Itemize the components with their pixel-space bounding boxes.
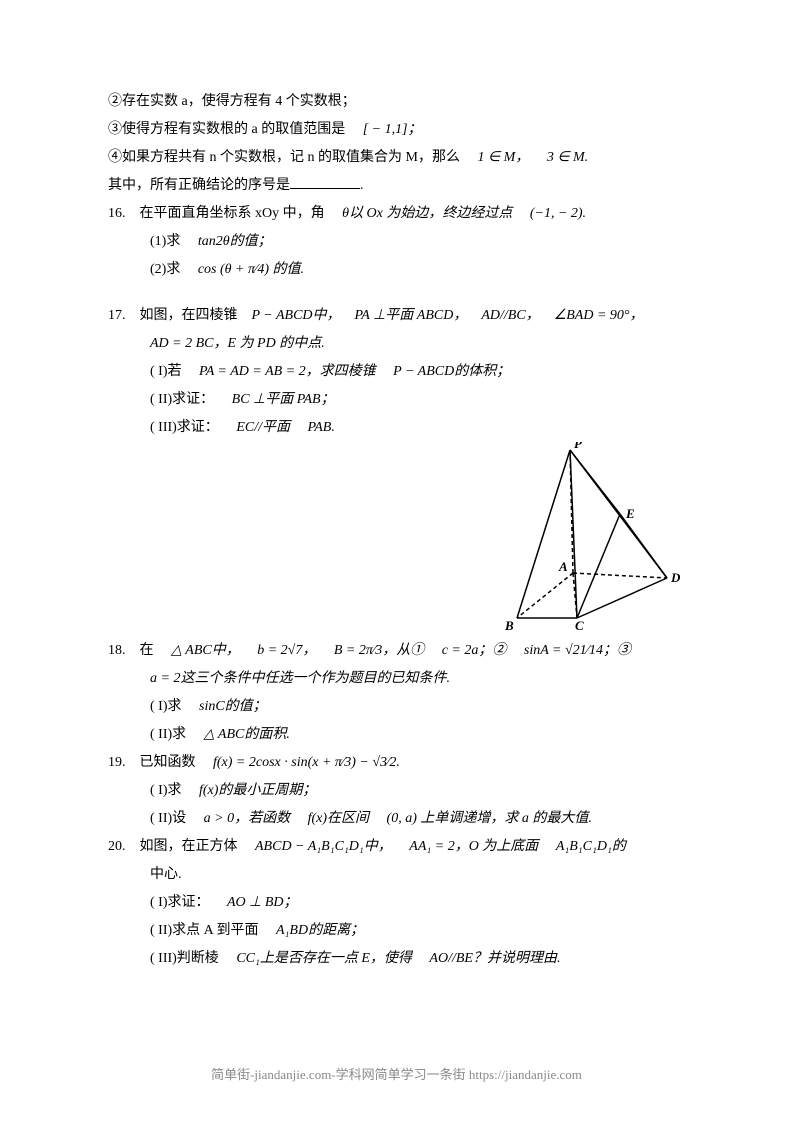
q19-num: 19. [108,749,136,777]
q16-stem: 16. 在平面直角坐标系 xOy 中，角 θ以 Ox 为始边，终边经过点 (−1… [108,200,685,228]
q17-p1b: PA = AD = AB = 2，求四棱锥 [199,364,376,379]
pre-line5a: 其中，所有正确结论的序号是 [108,178,290,193]
q16-p1b: tan2θ的值； [198,234,272,249]
q18-stem: 18. 在 △ ABC中， b = 2√7， B = 2π⁄3，从① c = 2… [108,637,685,665]
q20-p2: ( II)求点 A 到平面 A₁BD的距离； [108,917,685,945]
q18-stem-b: △ ABC中， [171,643,240,658]
q20-p1: ( I)求证： AO ⊥ BD； [108,889,685,917]
q16-stem-c: (−1, − 2). [530,206,586,221]
q20-stem: 20. 如图，在正方体 ABCD − A₁B₁C₁D₁中， AA₁ = 2，O … [108,833,685,861]
pre-line4b: 1 ∈ M， [477,150,529,165]
pre-line3a: ③使得方程有实数根的 a 的取值范围是 [108,122,345,137]
svg-text:P: P [574,442,583,451]
q19-p1: ( I)求 f(x)的最小正周期； [108,777,685,805]
q17-stem-c: PA ⊥平面 ABCD， [355,308,468,323]
svg-text:D: D [670,570,681,585]
q16-stem-b: θ以 Ox 为始边，终边经过点 [342,206,512,221]
q19-stem-b: f(x) = 2cosx · sin(x + π⁄3) − √3⁄2. [213,755,400,770]
q17-p3c: PAB. [307,420,334,435]
q18-stem2a: a = 2这三个条件中任选一个作为题目的已知条件. [150,671,450,686]
q17-stem-b: P − ABCD中， [252,308,341,323]
q18-p1a: ( I)求 [150,699,182,714]
q20-stem-a: 如图，在正方体 [140,839,238,854]
q17-stem: 17. 如图，在四棱锥 P − ABCD中， PA ⊥平面 ABCD， AD//… [108,302,685,330]
q20-stem-d: A₁B₁C₁D₁的 [556,839,626,854]
q18-p1: ( I)求 sinC的值； [108,693,685,721]
q18-p2a: ( II)求 [150,727,186,742]
q20-num: 20. [108,833,136,861]
q18-stem-e: c = 2a；② [442,643,507,658]
q18-stem-f: sinA = √21⁄14；③ [524,643,631,658]
q20-p3a: ( III)判断棱 [150,951,219,966]
q20-p3: ( III)判断棱 CC₁上是否存在一点 E，使得 AO//BE？并说明理由. [108,945,685,973]
q16-num: 16. [108,200,136,228]
q17-p2b: BC ⊥平面 PAB； [232,392,335,407]
q19-p2d: (0, a) 上单调递增，求 a 的最大值. [387,811,592,826]
svg-text:E: E [625,506,635,521]
q20-p2b: A₁BD的距离； [276,923,364,938]
q17-stem2: AD = 2 BC，E 为 PD 的中点. [108,330,685,358]
q16-p2: (2)求 cos (θ + π⁄4) 的值. [108,256,685,284]
q18-stem-c: b = 2√7， [257,643,316,658]
q19-p2c: f(x)在区间 [308,811,369,826]
q17-p3a: ( III)求证： [150,420,219,435]
q18-stem-d: B = 2π⁄3，从① [334,643,424,658]
q18-stem-a: 在 [140,643,154,658]
q17-p1: ( I)若 PA = AD = AB = 2，求四棱锥 P − ABCD的体积； [108,358,685,386]
pre-line3: ③使得方程有实数根的 a 的取值范围是 [ − 1,1]； [108,116,685,144]
q20-stem-b: ABCD − A₁B₁C₁D₁中， [255,839,392,854]
q19-p1b: f(x)的最小正周期； [199,783,316,798]
q17-p3b: EC//平面 [236,420,290,435]
svg-text:C: C [575,618,584,633]
q17-p3: ( III)求证： EC//平面 PAB. [108,414,685,442]
pre-line5: 其中，所有正确结论的序号是. [108,172,685,200]
q20-stem2: 中心. [108,861,685,889]
q17-stem-e: ∠BAD = 90°， [554,308,644,323]
q19-p2a: ( II)设 [150,811,186,826]
q17-figure-wrap: P E D A B C [108,442,685,637]
q16-p1: (1)求 tan2θ的值； [108,228,685,256]
q20-p1b: AO ⊥ BD； [227,895,298,910]
q18-p2: ( II)求 △ ABC的面积. [108,721,685,749]
q17-p2a: ( II)求证： [150,392,214,407]
q20-stem2a: 中心. [150,867,182,882]
q16-p1a: (1)求 [150,234,180,249]
q17-stem-a: 如图，在四棱锥 [140,308,238,323]
q19-stem-a: 已知函数 [140,755,196,770]
q16-p2b: cos (θ + π⁄4) 的值. [198,262,304,277]
q20-p3b: CC₁上是否存在一点 E，使得 [236,951,412,966]
blank-underline [290,175,360,189]
q17-p1a: ( I)若 [150,364,182,379]
spacer [108,284,685,302]
pre-line4c: 3 ∈ M. [547,150,588,165]
pre-line2: ②存在实数 a，使得方程有 4 个实数根； [108,88,685,116]
q18-num: 18. [108,637,136,665]
q16-stem-a: 在平面直角坐标系 xOy 中，角 [140,206,325,221]
q17-p2: ( II)求证： BC ⊥平面 PAB； [108,386,685,414]
q20-p3c: AO//BE？并说明理由. [429,951,560,966]
q19-p1a: ( I)求 [150,783,182,798]
q20-stem-c: AA₁ = 2，O 为上底面 [409,839,538,854]
q18-p2b: △ ABC的面积. [204,727,290,742]
footer-text: 简单街-jiandanjie.com-学科网简单学习一条街 https://ji… [0,1062,793,1088]
q19-stem: 19. 已知函数 f(x) = 2cosx · sin(x + π⁄3) − √… [108,749,685,777]
q18-p1b: sinC的值； [199,699,267,714]
q16-p2a: (2)求 [150,262,180,277]
pre-line4a: ④如果方程共有 n 个实数根，记 n 的取值集合为 M，那么 [108,150,460,165]
q17-num: 17. [108,302,136,330]
svg-text:B: B [504,618,514,633]
pre-line4: ④如果方程共有 n 个实数根，记 n 的取值集合为 M，那么 1 ∈ M， 3 … [108,144,685,172]
q17-p1c: P − ABCD的体积； [393,364,510,379]
q20-p1a: ( I)求证： [150,895,210,910]
q19-p2: ( II)设 a > 0，若函数 f(x)在区间 (0, a) 上单调递增，求 … [108,805,685,833]
q17-figure: P E D A B C [465,442,685,637]
q18-stem2: a = 2这三个条件中任选一个作为题目的已知条件. [108,665,685,693]
q20-p2a: ( II)求点 A 到平面 [150,923,259,938]
pre-line5b: . [360,178,364,193]
q17-stem2a: AD = 2 BC，E 为 PD 的中点. [150,336,325,351]
pre-line3b: [ − 1,1]； [363,122,422,137]
svg-text:A: A [558,559,568,574]
q19-p2b: a > 0，若函数 [204,811,290,826]
q17-stem-d: AD//BC， [481,308,539,323]
